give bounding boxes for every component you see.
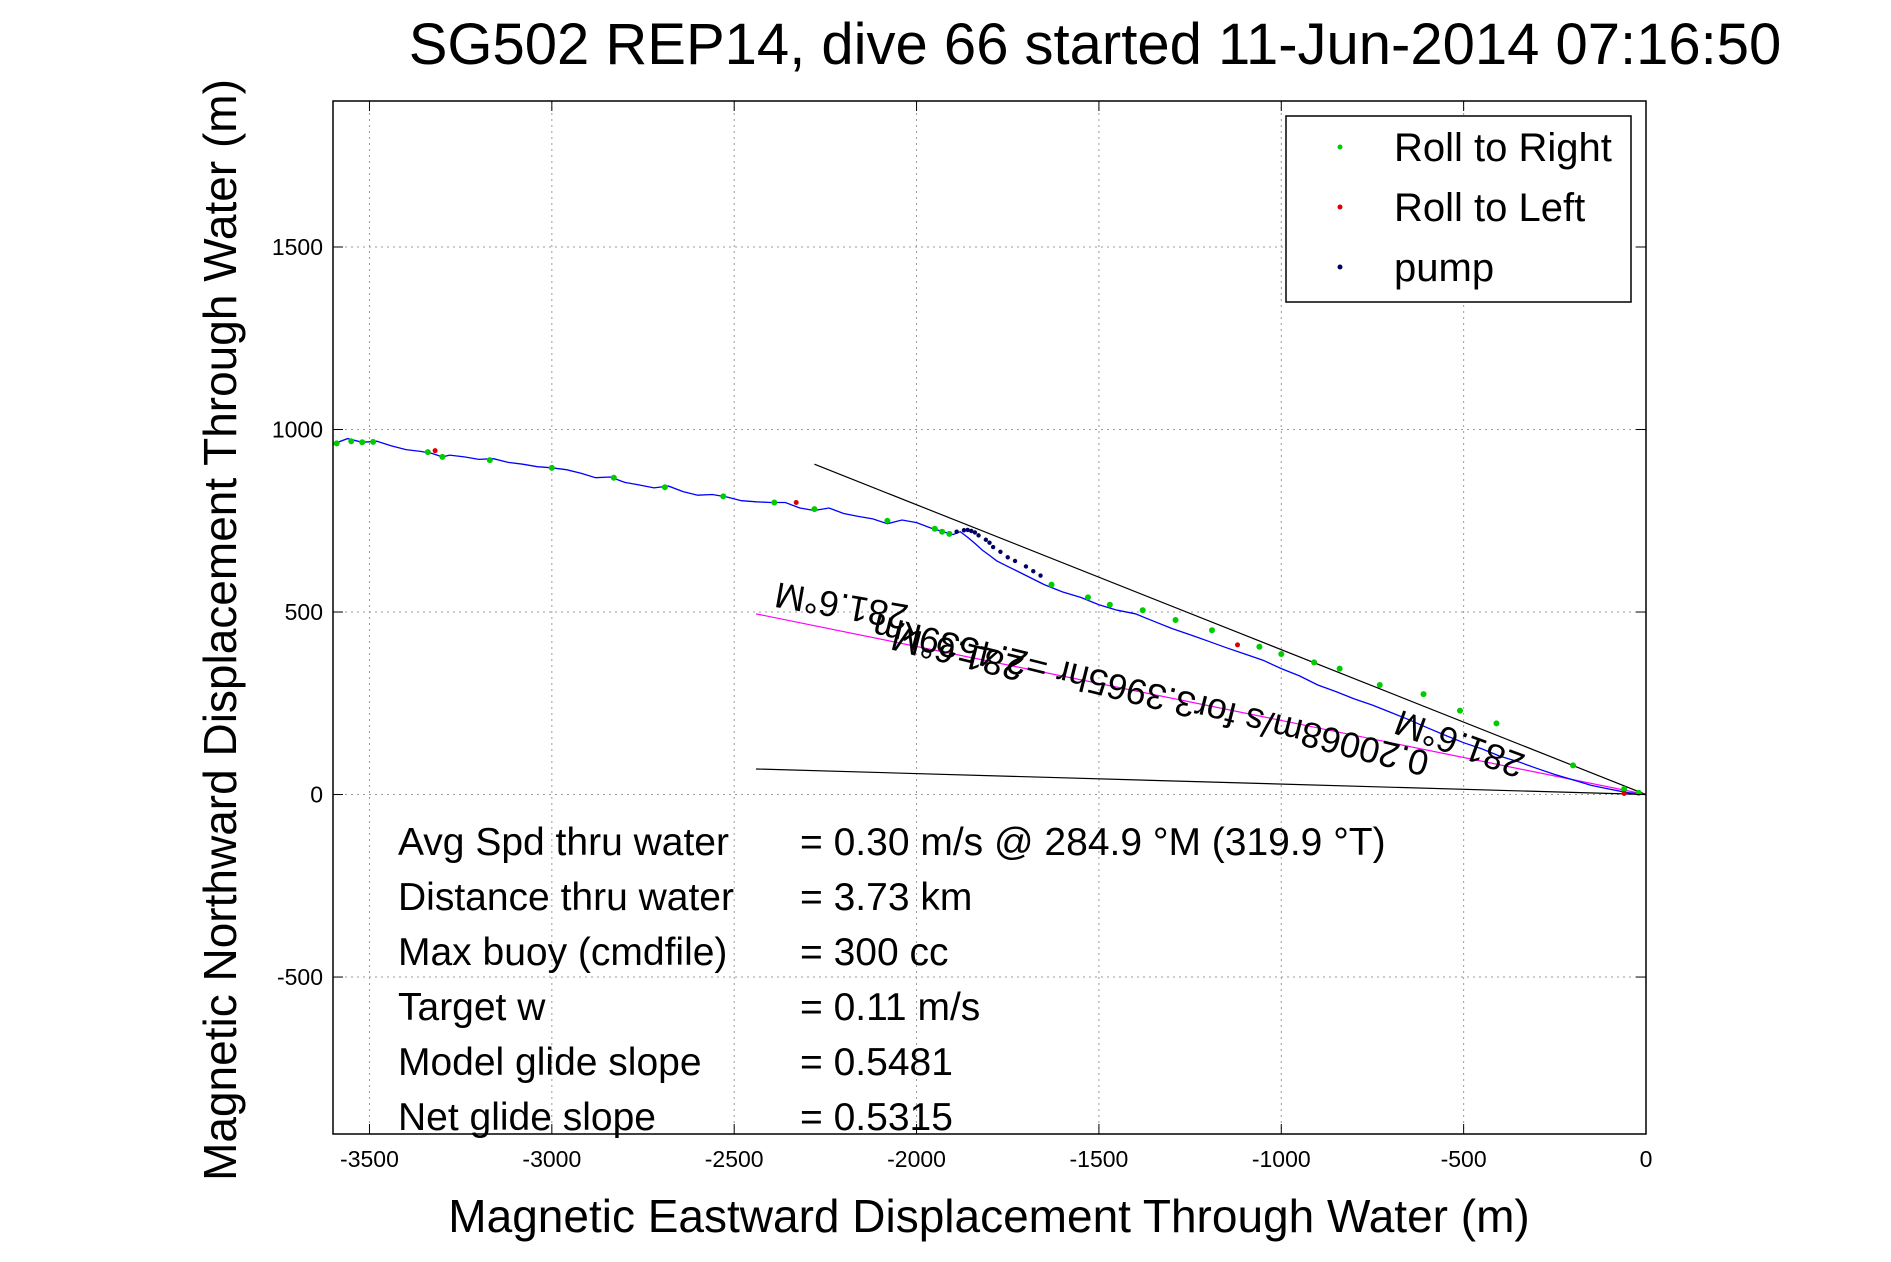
roll-right-point-10	[720, 493, 727, 500]
y-axis-label: Magnetic Northward Displacement Through …	[194, 79, 246, 1181]
stat-value-3: = 0.11 m/s	[800, 986, 980, 1029]
dive-track-line	[333, 437, 1646, 796]
legend: Roll to Right Roll to Left pump	[1285, 115, 1632, 303]
pump-point-5	[976, 533, 981, 538]
roll-right-point-32	[1621, 786, 1628, 793]
stat-value-2: = 300 cc	[800, 931, 949, 974]
pump-point-13	[1031, 568, 1036, 574]
x-axis-label: Magnetic Eastward Displacement Through W…	[448, 1190, 1529, 1242]
legend-label-2: pump	[1394, 246, 1494, 290]
roll-right-point-11	[771, 499, 778, 506]
roll-right-point-15	[939, 528, 946, 535]
x-tick-label-1: -3000	[522, 1146, 581, 1172]
pump-point-10	[1005, 555, 1010, 560]
pump-point-14	[1038, 573, 1043, 578]
y-tick-label-1: 0	[310, 782, 323, 808]
stat-label-2: Max buoy (cmdfile)	[398, 931, 727, 974]
stat-value-5: = 0.5315	[800, 1096, 953, 1139]
roll-right-point-25	[1311, 659, 1318, 666]
roll-right-point-19	[1106, 601, 1113, 608]
roll-right-point-20	[1139, 607, 1146, 614]
pump-point-8	[990, 544, 996, 550]
roll-right-point-9	[661, 484, 668, 491]
x-tick-label-3: -2000	[887, 1146, 946, 1172]
y-tick-label-0: -500	[277, 964, 323, 990]
roll-right-point-22	[1208, 627, 1215, 634]
roll-right-point-29	[1456, 707, 1463, 714]
roll-left-point-3	[1621, 790, 1627, 796]
pump-point-4	[972, 530, 978, 535]
legend-marker-1	[1337, 204, 1343, 210]
roll-right-point-24	[1278, 651, 1285, 658]
roll-right-point-27	[1376, 682, 1383, 689]
roll-right-point-21	[1172, 617, 1179, 624]
roll-left-point-2	[1235, 642, 1241, 648]
x-tick-label-4: -1500	[1070, 1146, 1129, 1172]
stat-label-3: Target w	[398, 986, 546, 1029]
pump-point-6	[983, 537, 989, 542]
heading-line-2	[756, 768, 1646, 796]
roll-right-point-2	[359, 439, 366, 446]
roll-left-point-1	[793, 500, 799, 506]
stats-block: Avg Spd thru water = 0.30 m/s @ 284.9 °M …	[398, 821, 1386, 1139]
roll-right-point-1	[348, 438, 355, 445]
roll-right-point-14	[931, 525, 938, 532]
pump-point-12	[1023, 564, 1029, 569]
y-tick-label-4: 1500	[272, 234, 323, 260]
heading-line-1	[755, 613, 1646, 796]
pump-point-2	[965, 527, 970, 533]
x-tick-label-6: -500	[1441, 1146, 1487, 1172]
roll-right-point-23	[1256, 643, 1263, 650]
roll-right-point-28	[1420, 691, 1427, 698]
pump-point-0	[954, 529, 959, 534]
stat-label-0: Avg Spd thru water	[398, 821, 729, 864]
legend-marker-0	[1337, 144, 1343, 150]
x-tick-label-0: -3500	[340, 1146, 399, 1172]
stat-label-5: Net glide slope	[398, 1096, 656, 1139]
roll-right-point-30	[1493, 720, 1500, 727]
axis-ticks: -3500 -3000 -2500 -2000 -1500 -1000 -500 0 -500 0…	[272, 101, 1653, 1172]
pump-point-1	[961, 528, 967, 533]
plot-frame	[332, 100, 1647, 1135]
roll-right-point-0	[333, 440, 340, 447]
roll-right-point-26	[1336, 665, 1343, 672]
x-tick-label-5: -1000	[1252, 1146, 1311, 1172]
stat-value-1: = 3.73 km	[800, 876, 972, 919]
x-tick-label-7: 0	[1640, 1146, 1653, 1172]
roll-right-point-7	[548, 464, 555, 471]
roll-right-point-31	[1570, 762, 1577, 769]
roll-right-point-8	[610, 474, 617, 481]
stat-label-1: Distance thru water	[398, 876, 734, 919]
pump-point-11	[1012, 558, 1018, 564]
heading-line-0	[814, 463, 1646, 796]
pump-point-9	[998, 549, 1003, 554]
y-tick-label-3: 1000	[272, 417, 323, 443]
stat-value-4: = 0.5481	[800, 1041, 953, 1084]
roll-right-point-13	[884, 517, 891, 524]
chart-title: SG502 REP14, dive 66 started 11-Jun-2014…	[409, 12, 1782, 77]
roll-right-point-5	[439, 453, 446, 460]
legend-marker-2	[1337, 264, 1343, 270]
pump-point-3	[969, 528, 974, 534]
stat-value-0: = 0.30 m/s @ 284.9 °M (319.9 °T)	[800, 821, 1386, 864]
roll-right-point-12	[811, 506, 818, 513]
legend-label-0: Roll to Right	[1394, 126, 1612, 170]
pump-point-7	[987, 540, 992, 545]
legend-label-1: Roll to Left	[1394, 186, 1585, 230]
roll-right-point-16	[946, 530, 953, 537]
legend-box	[1285, 115, 1632, 303]
roll-right-point-3	[370, 438, 377, 445]
roll-left-point-0	[432, 448, 438, 454]
roll-right-point-18	[1084, 594, 1091, 601]
roll-right-point-6	[486, 457, 493, 464]
y-tick-label-2: 500	[285, 599, 323, 625]
roll-right-point-17	[1048, 581, 1055, 588]
stat-label-4: Model glide slope	[398, 1041, 702, 1084]
roll-right-point-4	[424, 449, 431, 456]
x-tick-label-2: -2500	[705, 1146, 764, 1172]
